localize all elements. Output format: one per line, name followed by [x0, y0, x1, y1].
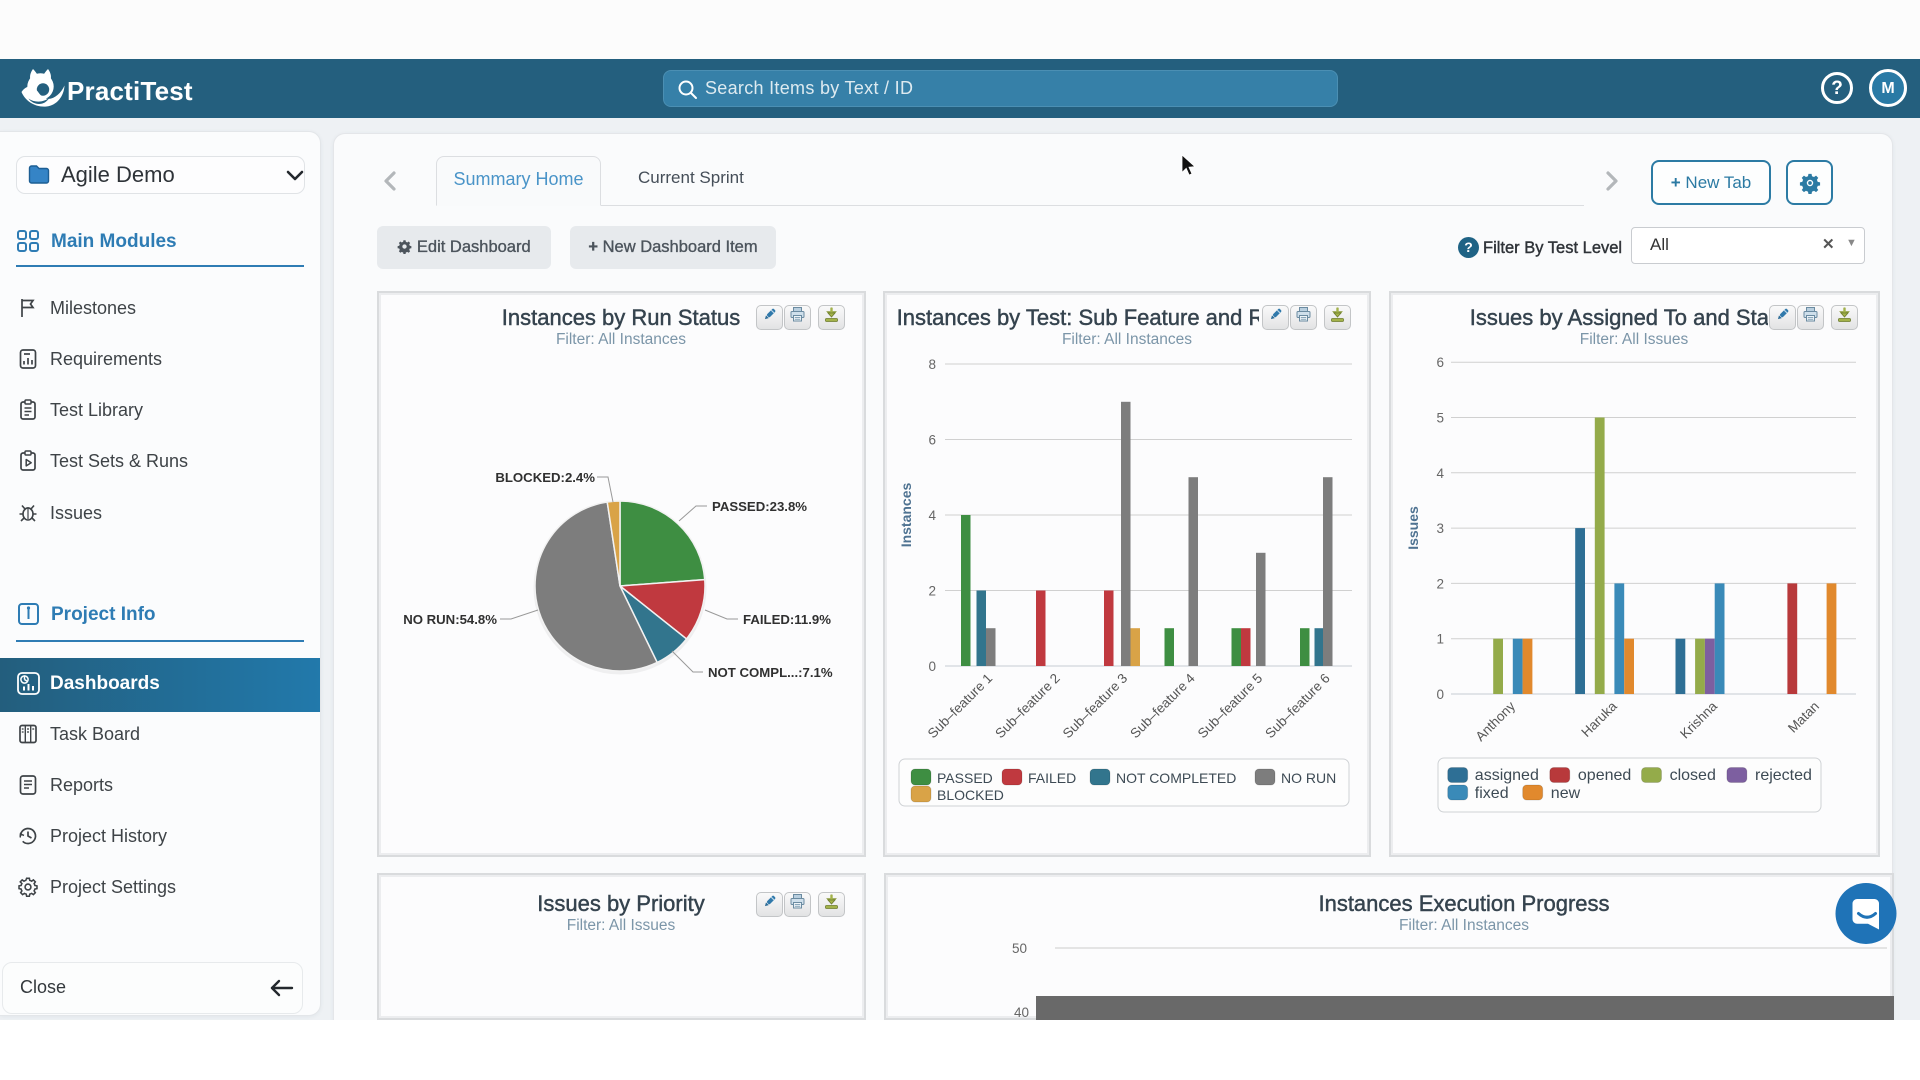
svg-text:0: 0	[928, 659, 936, 674]
svg-text:Sub–feature 6: Sub–feature 6	[1262, 671, 1333, 742]
svg-text:Instances by Test: Sub Feature: Instances by Test: Sub Feature and Run S…	[897, 305, 1358, 330]
svg-text:closed: closed	[1670, 767, 1716, 784]
svg-text:Issues by Priority: Issues by Priority	[537, 891, 705, 916]
svg-text:NO RUN: NO RUN	[1281, 770, 1336, 786]
svg-text:Sub–feature 2: Sub–feature 2	[992, 671, 1063, 742]
svg-text:Sub–feature 1: Sub–feature 1	[925, 671, 996, 742]
svg-text:NOT COMPLETED: NOT COMPLETED	[1116, 770, 1236, 786]
svg-text:Sub–feature 5: Sub–feature 5	[1195, 671, 1266, 742]
svg-text:Filter: All Instances: Filter: All Instances	[1399, 917, 1529, 934]
svg-text:8: 8	[928, 357, 936, 372]
svg-text:BLOCKED: BLOCKED	[937, 787, 1004, 803]
svg-text:PASSED:23.8%: PASSED:23.8%	[712, 499, 807, 514]
svg-text:BLOCKED:2.4%: BLOCKED:2.4%	[495, 470, 595, 485]
svg-text:Instances by Run Status: Instances by Run Status	[502, 305, 740, 330]
svg-text:Issues by Assigned To and Stat: Issues by Assigned To and Status	[1470, 305, 1799, 330]
svg-text:2: 2	[1436, 576, 1444, 591]
svg-text:Instances Execution Progress: Instances Execution Progress	[1318, 891, 1609, 916]
svg-text:5: 5	[1436, 411, 1444, 426]
svg-text:Anthony: Anthony	[1472, 698, 1518, 744]
svg-text:6: 6	[928, 433, 936, 448]
svg-text:6: 6	[1436, 355, 1444, 370]
svg-text:FAILED:11.9%: FAILED:11.9%	[743, 612, 831, 627]
svg-text:40: 40	[1014, 1005, 1029, 1020]
svg-text:3: 3	[1436, 521, 1444, 536]
svg-text:Filter: All Issues: Filter: All Issues	[1580, 331, 1689, 348]
svg-text:rejected: rejected	[1755, 767, 1812, 784]
svg-text:Filter: All Instances: Filter: All Instances	[1062, 331, 1192, 348]
svg-text:NOT COMPL...:7.1%: NOT COMPL...:7.1%	[708, 665, 833, 680]
svg-text:assigned: assigned	[1475, 767, 1539, 784]
svg-text:PASSED: PASSED	[937, 770, 993, 786]
svg-text:50: 50	[1012, 941, 1027, 956]
svg-text:Issues: Issues	[1405, 506, 1421, 550]
svg-text:2: 2	[928, 584, 936, 599]
svg-text:Matan: Matan	[1785, 699, 1822, 736]
svg-text:opened: opened	[1578, 767, 1631, 784]
svg-text:Haruka: Haruka	[1578, 698, 1620, 740]
svg-text:NO RUN:54.8%: NO RUN:54.8%	[403, 612, 497, 627]
svg-text:new: new	[1551, 785, 1581, 802]
svg-text:1: 1	[1436, 632, 1444, 647]
svg-text:4: 4	[1436, 466, 1444, 481]
svg-text:fixed: fixed	[1475, 785, 1509, 802]
svg-text:0: 0	[1436, 687, 1444, 702]
svg-text:Filter: All Issues: Filter: All Issues	[567, 917, 676, 934]
svg-text:Sub–feature 4: Sub–feature 4	[1127, 670, 1198, 741]
svg-text:Instances: Instances	[898, 482, 914, 547]
svg-text:Sub–feature 3: Sub–feature 3	[1060, 671, 1131, 742]
svg-text:Krishna: Krishna	[1677, 698, 1720, 741]
svg-text:Filter: All Instances: Filter: All Instances	[556, 331, 686, 348]
svg-text:4: 4	[928, 508, 936, 523]
svg-text:FAILED: FAILED	[1028, 770, 1076, 786]
